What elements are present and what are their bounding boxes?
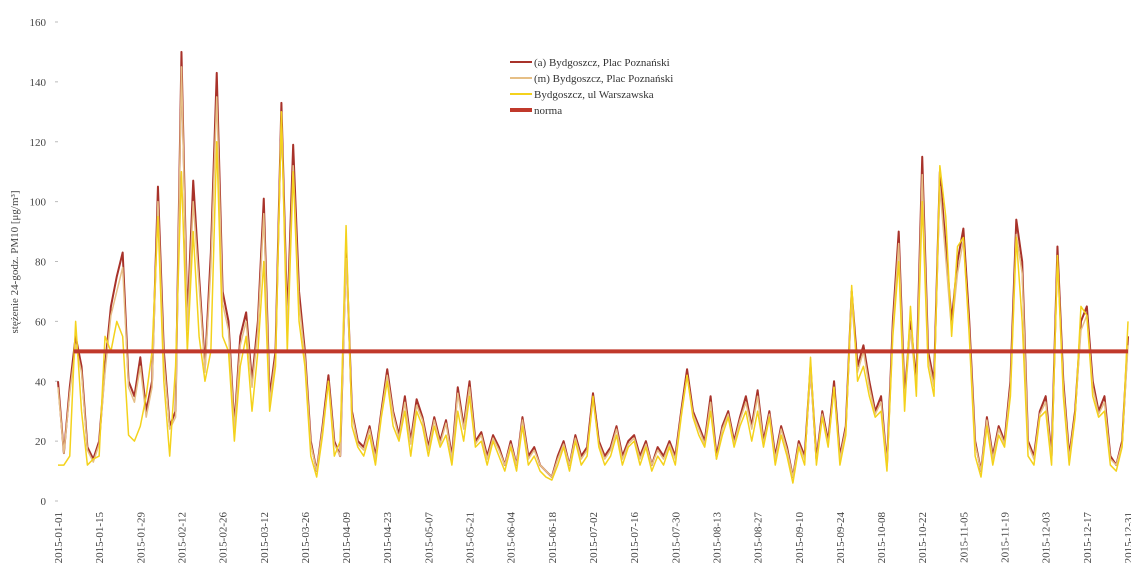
x-tick-label: 2015-09-24: [835, 512, 847, 564]
x-tick-label: 2015-02-26: [218, 512, 230, 564]
x-tick-label: 2015-03-26: [300, 512, 312, 564]
x-tick-label: 2015-05-21: [465, 512, 477, 563]
x-tick-label: 2015-01-01: [53, 512, 65, 563]
x-tick-label: 2015-01-15: [94, 512, 106, 564]
legend-label: Bydgoszcz, ul Warszawska: [534, 89, 654, 101]
x-tick-label: 2015-07-02: [588, 512, 600, 563]
x-tick-label: 2015-07-16: [629, 512, 641, 564]
y-tick-label: 60: [35, 316, 47, 328]
x-tick-label: 2015-11-05: [958, 512, 970, 563]
x-tick-label: 2015-05-07: [423, 512, 435, 564]
y-tick-label: 40: [35, 376, 47, 388]
x-tick-label: 2015-03-12: [259, 512, 271, 563]
series-line: [58, 111, 1129, 484]
x-tick-label: 2015-09-10: [794, 512, 806, 564]
x-tick-label: 2015-07-30: [670, 512, 682, 564]
x-tick-label: 2015-11-19: [1000, 512, 1012, 563]
y-axis-label: stężenie 24-godz. PM10 [μg/m³]: [9, 191, 21, 334]
y-tick-label: 160: [30, 17, 47, 29]
y-tick-label: 80: [35, 257, 47, 269]
legend-label: (m) Bydgoszcz, Plac Poznański: [534, 73, 673, 85]
x-tick-label: 2015-02-12: [176, 512, 188, 563]
x-tick-label: 2015-08-13: [711, 512, 723, 564]
x-tick-label: 2015-12-31: [1123, 512, 1131, 563]
x-tick-label: 2015-04-09: [341, 512, 353, 564]
x-tick-label: 2015-01-29: [135, 512, 147, 564]
x-tick-label: 2015-06-18: [547, 512, 559, 564]
x-tick-label: 2015-12-03: [1041, 512, 1053, 564]
y-tick-label: 140: [30, 77, 47, 89]
y-tick-label: 20: [35, 436, 47, 448]
legend: (a) Bydgoszcz, Plac Poznański (m) Bydgosz…: [510, 57, 673, 117]
x-tick-label: 2015-10-22: [917, 512, 929, 563]
legend-label: norma: [534, 105, 562, 117]
series-line: [57, 50, 1129, 479]
x-tick-label: 2015-12-17: [1082, 512, 1094, 564]
x-tick-label: 2015-10-08: [876, 512, 888, 564]
x-tick-label: 2015-04-23: [382, 512, 394, 564]
y-tick-label: 100: [30, 197, 47, 209]
y-tick-label: 0: [41, 496, 47, 508]
legend-label: (a) Bydgoszcz, Plac Poznański: [534, 57, 670, 69]
x-tick-label: 2015-06-04: [506, 512, 518, 564]
x-tick-label: 2015-08-27: [753, 512, 765, 564]
y-tick-label: 120: [30, 137, 47, 149]
